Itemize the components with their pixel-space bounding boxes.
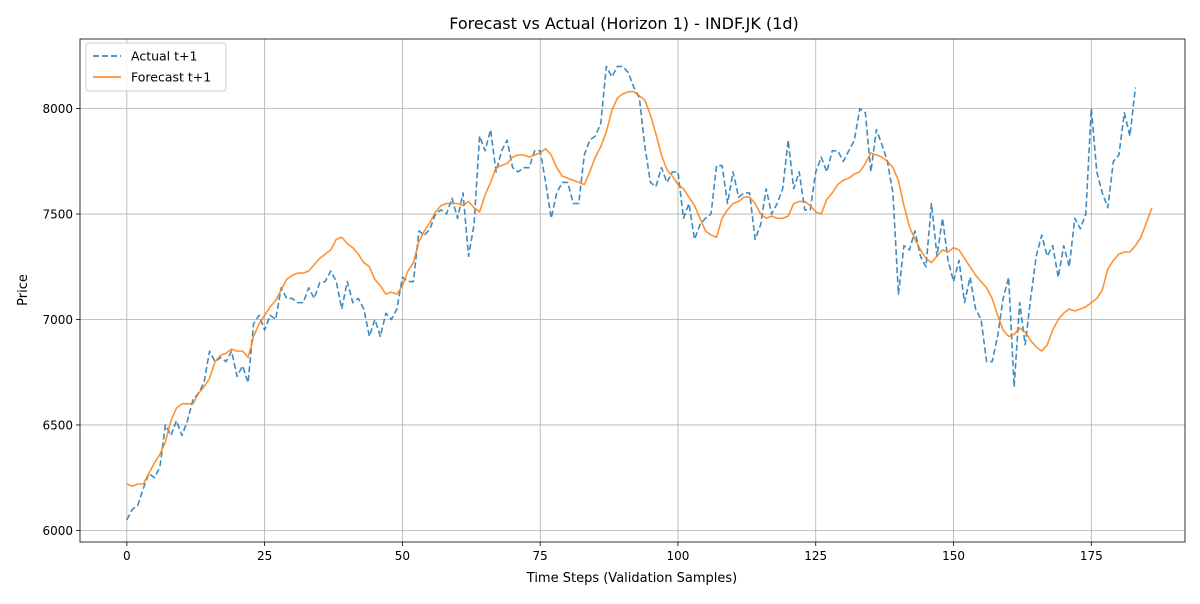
y-axis: 6000 6500 7000 7500 8000 bbox=[42, 102, 80, 538]
x-tick-label: 75 bbox=[533, 549, 548, 563]
legend: Actual t+1 Forecast t+1 bbox=[85, 42, 227, 92]
y-tick-label: 7000 bbox=[42, 313, 73, 327]
y-tick-label: 8000 bbox=[42, 102, 73, 116]
y-axis-label: Price bbox=[16, 274, 31, 306]
x-tick-label: 50 bbox=[395, 549, 410, 563]
forecast-series-line bbox=[126, 90, 1153, 487]
legend-label-forecast: Forecast t+1 bbox=[131, 70, 211, 85]
plot-frame bbox=[79, 38, 1186, 543]
x-tick-label: 175 bbox=[1080, 549, 1103, 563]
series-layer bbox=[126, 65, 1153, 521]
legend-box bbox=[85, 42, 227, 92]
x-tick-label: 125 bbox=[804, 549, 827, 563]
x-tick-label: 25 bbox=[257, 549, 272, 563]
x-tick-label: 100 bbox=[667, 549, 690, 563]
x-tick-label: 150 bbox=[942, 549, 965, 563]
x-tick-label: 0 bbox=[123, 549, 131, 563]
x-axis: 0 25 50 75 100 125 150 175 bbox=[123, 542, 1103, 563]
legend-label-actual: Actual t+1 bbox=[131, 49, 197, 64]
y-tick-label: 7500 bbox=[42, 208, 73, 222]
y-tick-label: 6500 bbox=[42, 418, 73, 432]
y-tick-label: 6000 bbox=[42, 524, 73, 538]
actual-series-line bbox=[126, 65, 1137, 521]
chart-title: Forecast vs Actual (Horizon 1) - INDF.JK… bbox=[449, 14, 799, 33]
x-axis-label: Time Steps (Validation Samples) bbox=[526, 571, 737, 586]
grid-lines bbox=[80, 39, 1185, 542]
